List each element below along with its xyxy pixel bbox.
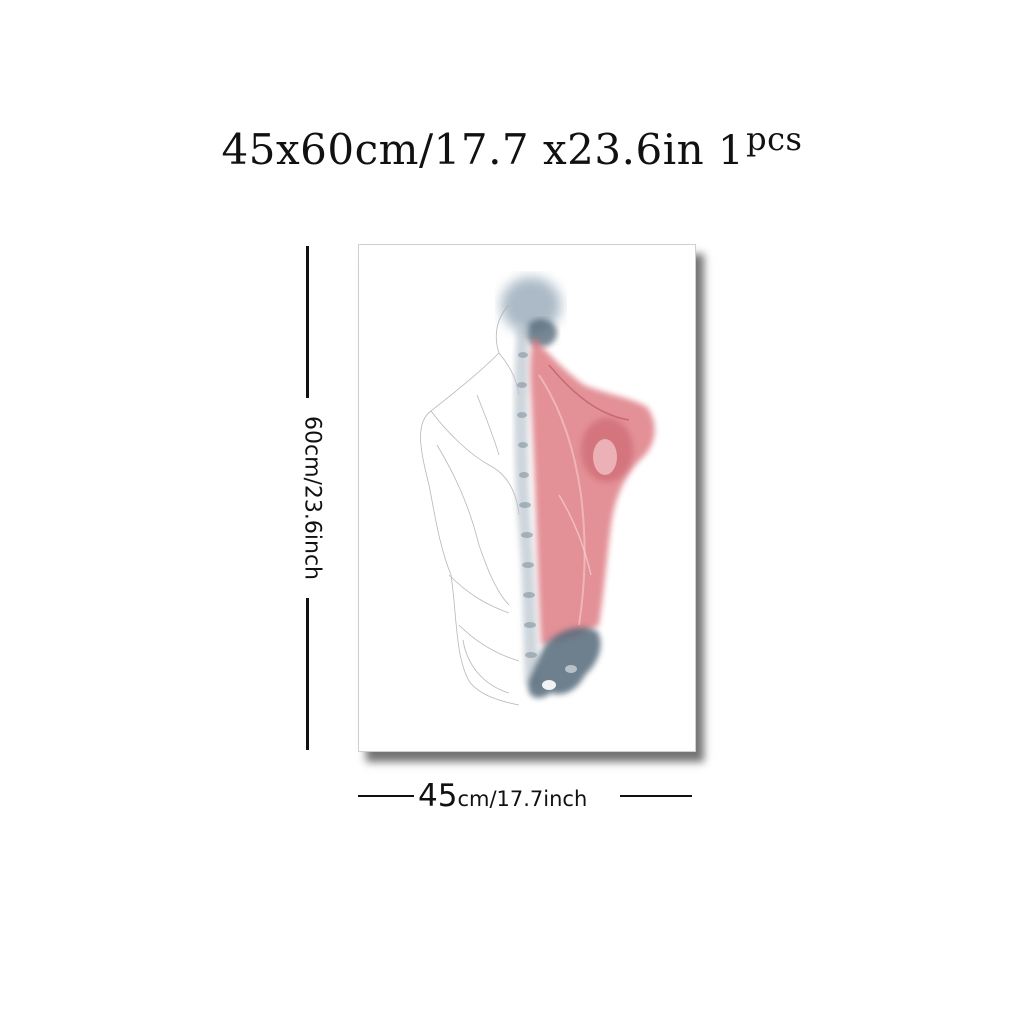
anatomy-back-artwork (420, 277, 655, 706)
sketch-outline (420, 304, 520, 706)
height-dimension-line-top (306, 246, 309, 398)
piece-unit: pcs (746, 120, 803, 158)
width-unit-text: cm/17.7inch (457, 787, 588, 811)
width-dimension-line-left (358, 795, 414, 797)
head-wash (501, 277, 561, 333)
height-dimension-line-bottom (306, 598, 309, 750)
height-label: 60cm/23.6inch (299, 415, 325, 581)
width-label: 45cm/17.7inch (418, 778, 618, 814)
size-dimensions: 45x60cm/17.7 x23.6in (221, 125, 705, 174)
piece-count: 1 (718, 128, 745, 174)
pelvis-wash (528, 627, 601, 698)
spine-vertebrae (517, 352, 537, 658)
back-muscle-wash (530, 337, 655, 645)
width-number: 45 (418, 778, 458, 814)
width-dimension-line-right (620, 795, 692, 797)
size-headline: 45x60cm/17.7 x23.6in 1pcs (0, 120, 1024, 174)
poster-canvas (358, 244, 696, 752)
